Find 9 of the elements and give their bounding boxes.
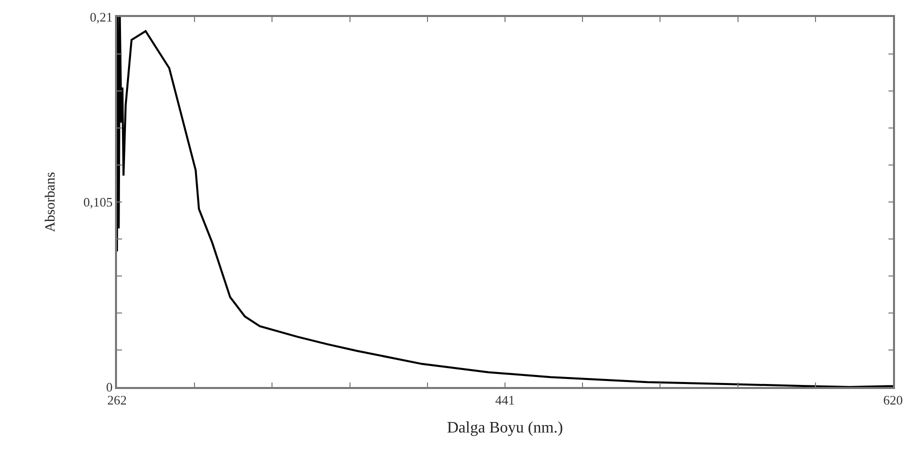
x-tick-label: 620 [883, 392, 903, 408]
y-tick-label: 0,21 [90, 10, 113, 25]
x-tick-label: 441 [495, 392, 515, 408]
y-tick-label: 0,105 [83, 194, 113, 210]
x-axis-title: Dalga Boyu (nm.) [447, 420, 563, 437]
line-series [117, 17, 893, 387]
x-tick-label: 262 [107, 392, 127, 408]
y-axis-title: Absorbans [44, 172, 58, 232]
y-tick-label: 0 [106, 380, 113, 395]
